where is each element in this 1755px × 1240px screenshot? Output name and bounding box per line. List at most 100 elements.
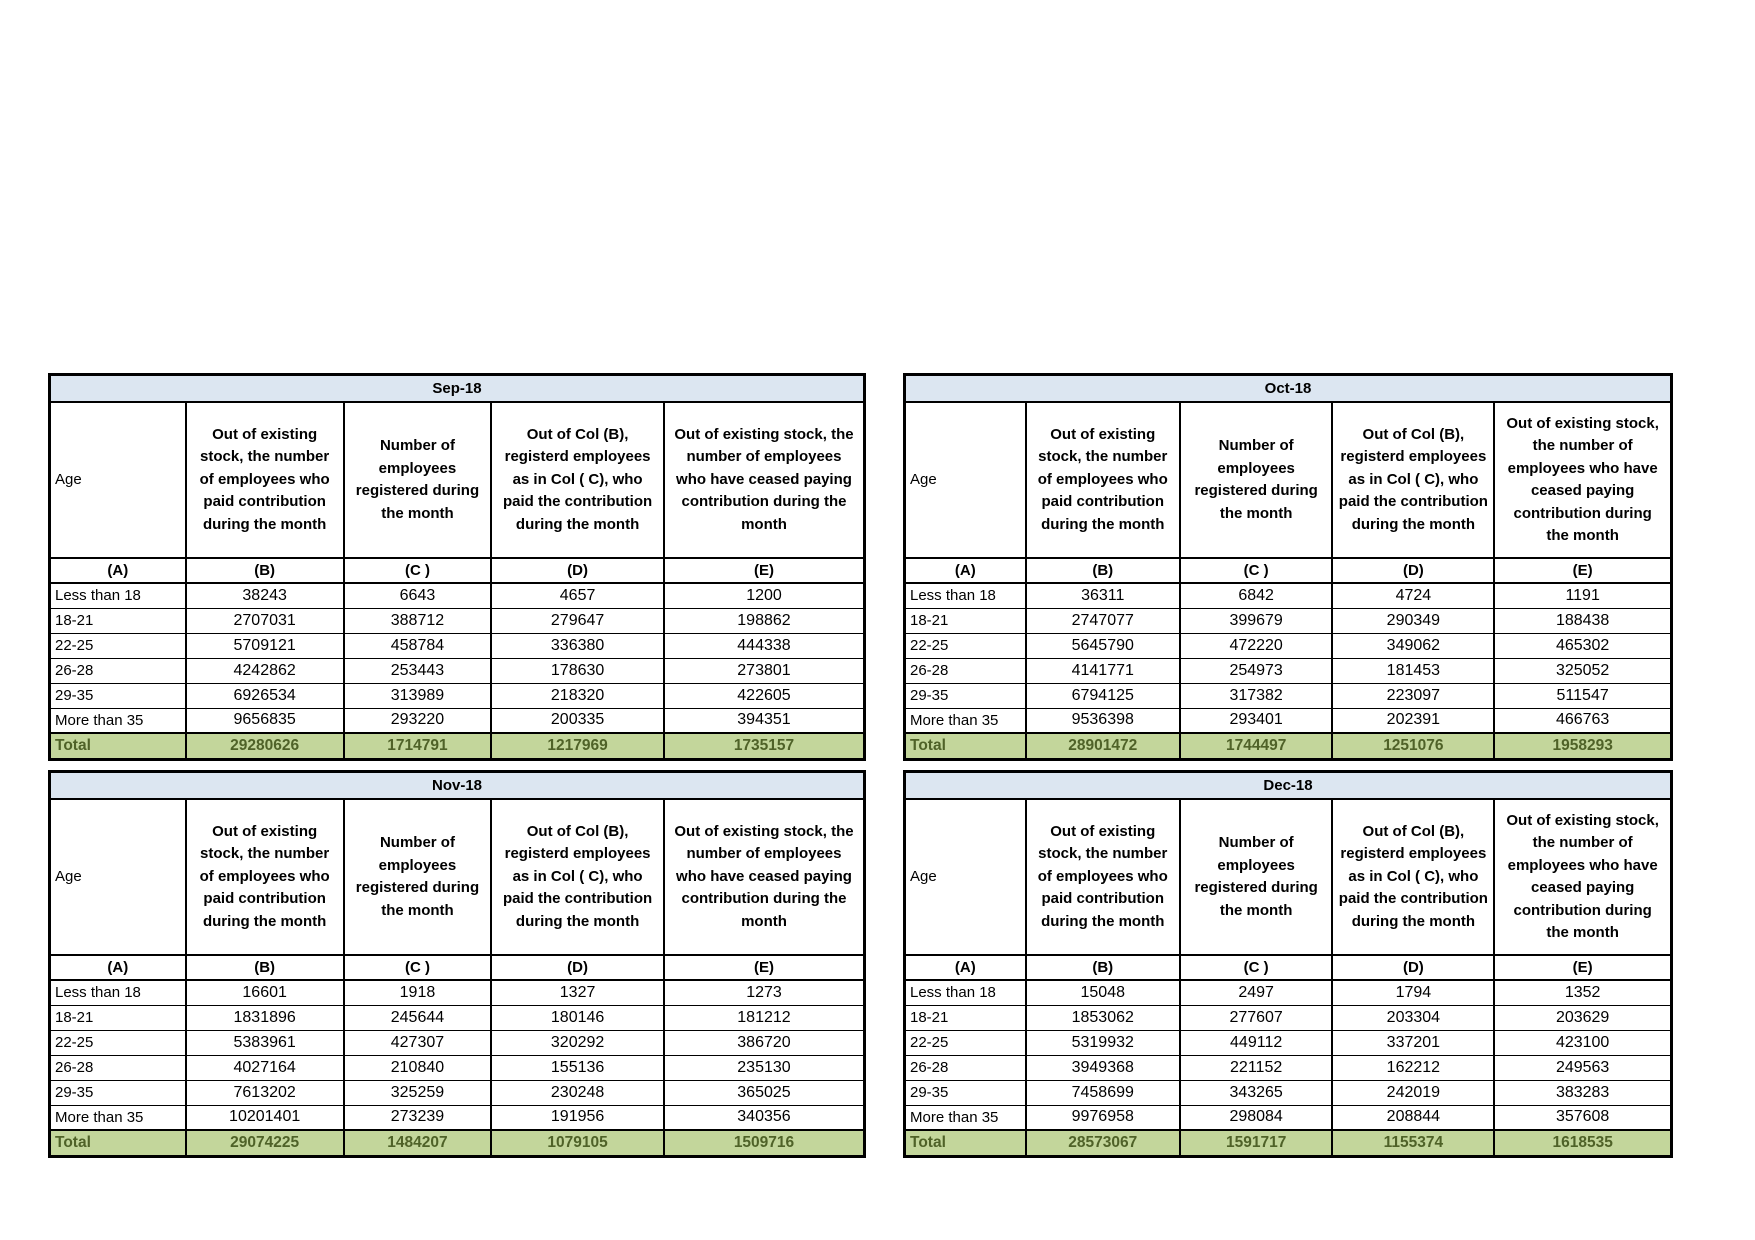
data-cell: 2747077 — [1024, 607, 1181, 634]
data-cell: 5709121 — [184, 632, 345, 659]
column-letter: (E) — [1493, 954, 1673, 981]
row-label: More than 35 — [48, 1104, 187, 1131]
data-cell: 6643 — [342, 582, 493, 609]
data-cell: 4657 — [490, 582, 665, 609]
row-label: 18-21 — [48, 1004, 187, 1031]
row-label: 29-35 — [903, 1079, 1027, 1106]
col-d-header: Out of Col (B), registerd employees as i… — [1331, 798, 1496, 956]
row-label: More than 35 — [903, 1104, 1027, 1131]
data-cell: 6794125 — [1024, 682, 1181, 709]
row-label: More than 35 — [903, 707, 1027, 734]
data-cell: 180146 — [490, 1004, 665, 1031]
row-label: 26-28 — [903, 657, 1027, 684]
total-cell: 1714791 — [342, 732, 493, 760]
data-cell: 4724 — [1331, 582, 1496, 609]
data-cell: 36311 — [1024, 582, 1181, 609]
data-cell: 3949368 — [1024, 1054, 1181, 1081]
col-e-header: Out of existing stock, the number of emp… — [662, 798, 866, 956]
data-cell: 198862 — [662, 607, 866, 634]
column-letter: (D) — [490, 954, 665, 981]
col-d-header: Out of Col (B), registerd employees as i… — [490, 401, 665, 559]
table-body: Less than 18 16601 1918 1327 1273 18-21 183189… — [48, 979, 866, 1157]
data-cell: 277607 — [1178, 1004, 1334, 1031]
data-cell: 9656835 — [184, 707, 345, 734]
total-cell: 28573067 — [1024, 1129, 1181, 1157]
table-row: 26-28 4141771 254973 181453 325052 — [903, 657, 1673, 684]
column-letter: (B) — [184, 557, 345, 584]
data-cell: 386720 — [662, 1029, 866, 1056]
row-label: 26-28 — [48, 1054, 187, 1081]
column-letter: (E) — [1493, 557, 1673, 584]
column-letter: (D) — [490, 557, 665, 584]
row-label: 22-25 — [48, 632, 187, 659]
data-cell: 1352 — [1493, 979, 1673, 1006]
data-cell: 325052 — [1493, 657, 1673, 684]
column-letter: (A) — [48, 954, 187, 981]
data-cell: 317382 — [1178, 682, 1334, 709]
col-c-header: Number of employees registered during th… — [1178, 401, 1334, 559]
table-row: 22-25 5383961 427307 320292 386720 — [48, 1029, 866, 1056]
table-row: 29-35 6926534 313989 218320 422605 — [48, 682, 866, 709]
age-column-header: Age — [48, 798, 187, 956]
data-cell: 203629 — [1493, 1004, 1673, 1031]
data-cell: 4141771 — [1024, 657, 1181, 684]
data-cell: 16601 — [184, 979, 345, 1006]
data-cell: 472220 — [1178, 632, 1334, 659]
month-table: Oct-18 Age Out of existing stock, the nu… — [903, 373, 1673, 761]
data-cell: 7458699 — [1024, 1079, 1181, 1106]
column-letters-row: (A) (B) (C ) (D) (E) — [48, 954, 866, 981]
data-cell: 465302 — [1493, 632, 1673, 659]
row-label: 22-25 — [903, 1029, 1027, 1056]
data-cell: 4027164 — [184, 1054, 345, 1081]
table-sep-18: Sep-18 Age Out of existing stock, the nu… — [48, 373, 866, 761]
table-row: Less than 18 15048 2497 1794 1352 — [903, 979, 1673, 1006]
data-cell: 298084 — [1178, 1104, 1334, 1131]
table-row: Less than 18 16601 1918 1327 1273 — [48, 979, 866, 1006]
data-cell: 6842 — [1178, 582, 1334, 609]
column-letter: (D) — [1331, 557, 1496, 584]
table-body: Less than 18 15048 2497 1794 1352 18-21 185306… — [903, 979, 1673, 1157]
table-row: More than 35 9536398 293401 202391 466763 — [903, 707, 1673, 734]
data-cell: 5319932 — [1024, 1029, 1181, 1056]
row-label: 29-35 — [903, 682, 1027, 709]
row-label: Less than 18 — [903, 582, 1027, 609]
table-row: More than 35 9976958 298084 208844 357608 — [903, 1104, 1673, 1131]
total-cell: 1155374 — [1331, 1129, 1496, 1157]
month-title: Dec-18 — [903, 770, 1673, 800]
data-cell: 422605 — [662, 682, 866, 709]
data-cell: 4242862 — [184, 657, 345, 684]
month-title: Nov-18 — [48, 770, 866, 800]
total-cell: 1079105 — [490, 1129, 665, 1157]
table-row: Less than 18 36311 6842 4724 1191 — [903, 582, 1673, 609]
table-row: 18-21 1831896 245644 180146 181212 — [48, 1004, 866, 1031]
data-cell: 444338 — [662, 632, 866, 659]
month-title-row: Sep-18 — [48, 373, 866, 403]
data-cell: 253443 — [342, 657, 493, 684]
table-nov-18: Nov-18 Age Out of existing stock, the nu… — [48, 770, 866, 1158]
data-cell: 7613202 — [184, 1079, 345, 1106]
data-cell: 188438 — [1493, 607, 1673, 634]
col-c-header: Number of employees registered during th… — [1178, 798, 1334, 956]
data-cell: 458784 — [342, 632, 493, 659]
table-row: 22-25 5709121 458784 336380 444338 — [48, 632, 866, 659]
column-headers-row: Age Out of existing stock, the number of… — [903, 798, 1673, 956]
data-cell: 235130 — [662, 1054, 866, 1081]
month-title-row: Dec-18 — [903, 770, 1673, 800]
data-cell: 10201401 — [184, 1104, 345, 1131]
row-label: 26-28 — [903, 1054, 1027, 1081]
total-cell: 28901472 — [1024, 732, 1181, 760]
total-cell: 1735157 — [662, 732, 866, 760]
total-label: Total — [48, 732, 187, 760]
total-row: Total 29280626 1714791 1217969 1735157 — [48, 732, 866, 760]
data-cell: 162212 — [1331, 1054, 1496, 1081]
row-label: Less than 18 — [48, 979, 187, 1006]
data-cell: 279647 — [490, 607, 665, 634]
data-cell: 466763 — [1493, 707, 1673, 734]
data-cell: 293401 — [1178, 707, 1334, 734]
age-column-header: Age — [903, 798, 1027, 956]
data-cell: 290349 — [1331, 607, 1496, 634]
column-headers-row: Age Out of existing stock, the number of… — [48, 798, 866, 956]
total-label: Total — [48, 1129, 187, 1157]
table-body: Less than 18 38243 6643 4657 1200 18-21 270703… — [48, 582, 866, 760]
total-cell: 1484207 — [342, 1129, 493, 1157]
